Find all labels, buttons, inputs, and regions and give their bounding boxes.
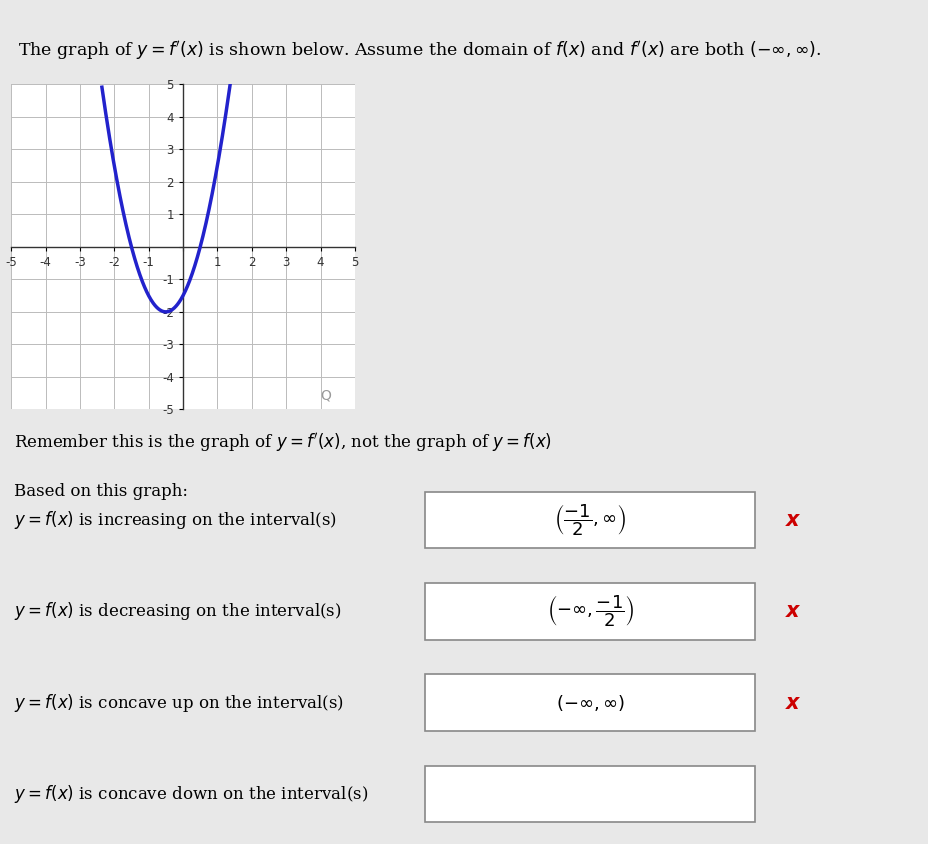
Text: $y = f(x)$ is concave up on the interval(s): $y = f(x)$ is concave up on the interval… bbox=[14, 692, 343, 714]
Text: Q: Q bbox=[320, 388, 331, 403]
Text: x: x bbox=[785, 602, 798, 621]
Text: Based on this graph:: Based on this graph: bbox=[14, 484, 187, 500]
Text: $\left(\dfrac{-1}{2}, \infty\right)$: $\left(\dfrac{-1}{2}, \infty\right)$ bbox=[553, 502, 626, 538]
FancyBboxPatch shape bbox=[425, 674, 754, 731]
Text: x: x bbox=[785, 693, 798, 712]
Text: $\left(-\infty, \dfrac{-1}{2}\right)$: $\left(-\infty, \dfrac{-1}{2}\right)$ bbox=[546, 593, 634, 630]
Text: $y = f(x)$ is decreasing on the interval(s): $y = f(x)$ is decreasing on the interval… bbox=[14, 600, 342, 623]
Text: $y = f(x)$ is increasing on the interval(s): $y = f(x)$ is increasing on the interval… bbox=[14, 509, 337, 531]
Text: $y = f(x)$ is concave down on the interval(s): $y = f(x)$ is concave down on the interv… bbox=[14, 783, 367, 805]
FancyBboxPatch shape bbox=[425, 492, 754, 549]
Text: Remember this is the graph of $y = f'(x)$, not the graph of $y = f(x)$: Remember this is the graph of $y = f'(x)… bbox=[14, 431, 551, 454]
FancyBboxPatch shape bbox=[425, 766, 754, 822]
Text: The graph of $y = f'(x)$ is shown below. Assume the domain of $f(x)$ and $f'(x)$: The graph of $y = f'(x)$ is shown below.… bbox=[19, 39, 821, 62]
Text: x: x bbox=[785, 510, 798, 530]
FancyBboxPatch shape bbox=[425, 583, 754, 640]
Text: $(-\infty, \infty)$: $(-\infty, \infty)$ bbox=[555, 693, 625, 712]
